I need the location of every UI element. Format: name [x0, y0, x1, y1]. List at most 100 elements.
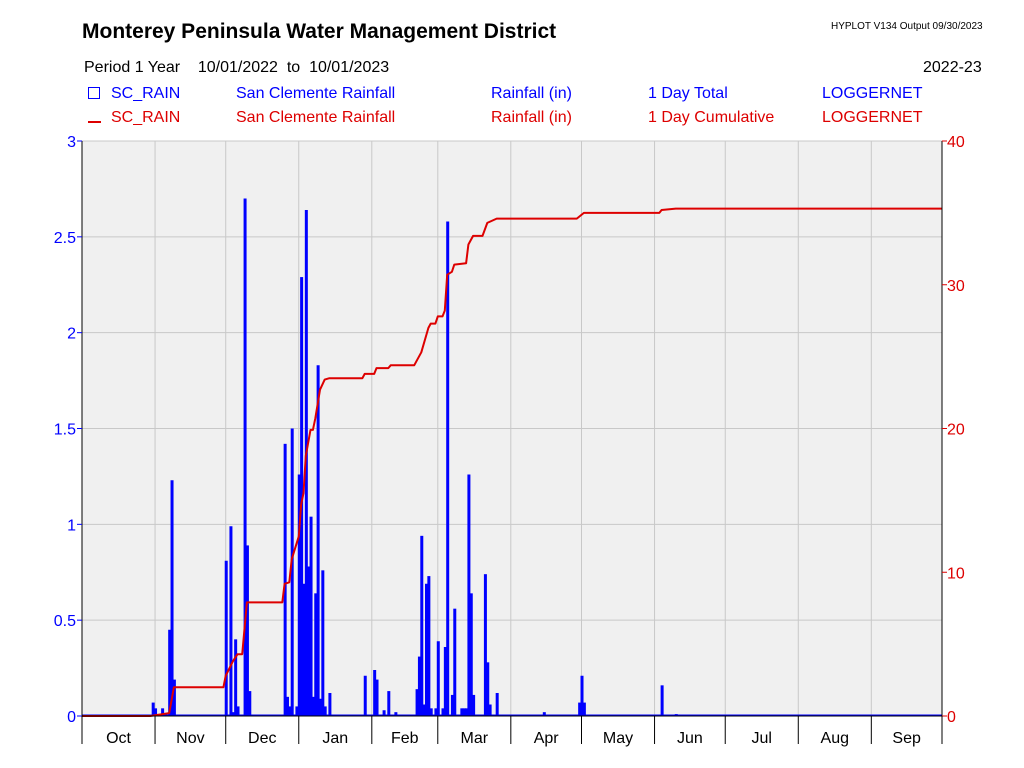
rain-bar	[375, 679, 379, 716]
rain-bar	[425, 583, 428, 716]
left-tick-label: 2	[67, 326, 76, 343]
rain-bar	[542, 712, 546, 716]
right-tick-label: 30	[947, 278, 965, 295]
rain-bar	[580, 675, 584, 716]
rain-bar	[472, 694, 476, 716]
rain-bar	[373, 670, 377, 716]
left-tick-label: 1	[67, 517, 76, 534]
rain-bar	[318, 698, 322, 716]
period-line: Period 1 Year 10/01/2022 to 10/01/2023	[84, 59, 389, 77]
rain-bar	[290, 428, 294, 716]
right-tick-label: 40	[947, 134, 965, 151]
month-label: Nov	[176, 730, 204, 747]
rain-bar	[321, 570, 325, 716]
legend-2-site: SC_RAIN	[111, 109, 181, 126]
rain-bar	[154, 708, 158, 716]
legend-2-name: San Clemente Rainfall	[236, 109, 396, 126]
rain-bar	[434, 708, 438, 716]
rain-bar	[311, 696, 315, 716]
month-label: Jun	[677, 730, 703, 747]
legend-1-name: San Clemente Rainfall	[236, 85, 396, 102]
legend-symbol-line	[88, 110, 101, 128]
right-tick-label: 0	[947, 709, 956, 726]
rain-bar	[462, 708, 466, 716]
rain-bar	[323, 706, 327, 716]
version-text: HYPLOT V134 Output 09/30/2023	[831, 21, 983, 32]
month-label: Dec	[248, 730, 276, 747]
rain-bar	[483, 574, 487, 716]
rain-bar	[283, 443, 287, 716]
right-tick-label: 20	[947, 422, 965, 439]
rain-bar	[429, 708, 433, 716]
month-label: Aug	[821, 730, 849, 747]
rain-bar	[460, 708, 464, 716]
rain-bar	[300, 277, 304, 716]
legend-2-source: LOGGERNET	[822, 109, 923, 126]
rain-bar	[288, 706, 292, 716]
rain-bar	[453, 608, 457, 716]
period-label: Period 1 Year	[84, 59, 181, 76]
rain-bar	[467, 474, 471, 716]
rain-bar	[469, 593, 473, 716]
rain-bar	[420, 535, 424, 716]
month-label: Jul	[752, 730, 772, 747]
cumulative-line	[82, 207, 942, 717]
rain-bar	[660, 685, 664, 716]
rain-bar	[465, 708, 469, 716]
rain-bar	[486, 662, 490, 716]
rain-bar	[578, 702, 582, 716]
rain-bar	[495, 693, 499, 716]
rain-bar	[302, 583, 306, 716]
legend-1-site: SC_RAIN	[111, 85, 181, 102]
rain-bar	[363, 675, 367, 716]
legend-symbol-box	[88, 86, 100, 104]
legend-1-aggregation: 1 Day Total	[648, 85, 728, 102]
legend-2-units: Rainfall (in)	[491, 109, 572, 126]
left-tick-label: 0	[67, 709, 76, 726]
rain-bar	[316, 365, 320, 716]
chart-title: Monterey Peninsula Water Management Dist…	[82, 20, 557, 43]
rain-bar	[168, 629, 172, 716]
period-to: to	[286, 59, 301, 76]
rain-bar	[285, 696, 289, 716]
rain-bar	[245, 545, 249, 716]
rain-bar	[328, 693, 332, 716]
month-label: Oct	[106, 730, 131, 747]
rain-bar	[229, 526, 233, 716]
month-label: Sep	[892, 730, 921, 747]
rain-bar	[170, 480, 174, 716]
left-tick-label: 0.5	[54, 613, 76, 630]
line-icon	[88, 121, 101, 123]
left-tick-label: 1.5	[54, 422, 76, 439]
rain-bar	[417, 656, 421, 716]
rain-bar	[422, 704, 426, 716]
rain-bar	[161, 708, 165, 716]
rain-bar	[450, 694, 454, 716]
rain-bar	[151, 702, 155, 716]
rain-bar	[234, 639, 238, 716]
rain-bar	[582, 702, 586, 716]
rain-bar	[243, 198, 247, 716]
rain-bar	[446, 221, 450, 716]
rain-bar	[441, 708, 445, 716]
rain-bar	[231, 712, 235, 716]
rain-bar	[436, 641, 440, 716]
month-label: May	[603, 730, 633, 747]
month-label: Apr	[534, 730, 560, 747]
rain-bar	[236, 706, 240, 716]
left-tick-label: 2.5	[54, 230, 76, 247]
month-label: Mar	[461, 730, 489, 747]
legend-2-aggregation: 1 Day Cumulative	[648, 109, 775, 126]
rain-bar	[307, 566, 311, 716]
rain-bar	[295, 706, 299, 716]
legend-1-units: Rainfall (in)	[491, 85, 572, 102]
month-label: Jan	[322, 730, 348, 747]
rain-bar	[415, 689, 419, 716]
square-icon	[88, 87, 100, 99]
legend-1-source: LOGGERNET	[822, 85, 923, 102]
rain-bar	[387, 691, 391, 716]
rain-bar	[172, 679, 176, 716]
rain-bar	[488, 704, 492, 716]
rain-bar	[248, 691, 252, 716]
